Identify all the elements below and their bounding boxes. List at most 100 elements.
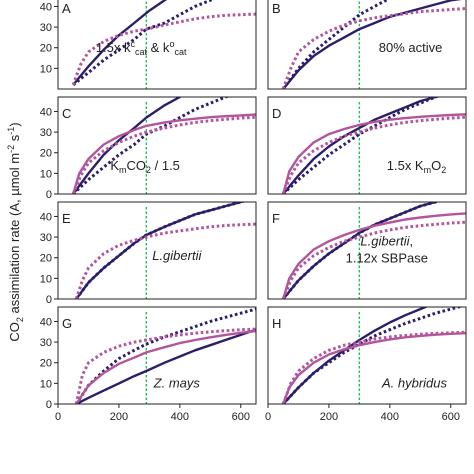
panel-annotation: A. hybridus [381,376,448,391]
pink-dotted-series [71,115,256,194]
annotation-run: 80% active [379,40,443,55]
plot-frame [267,201,467,300]
y-tick-label: 20 [40,358,52,370]
navy-solid-series [282,0,462,89]
panel-label: E [62,211,71,226]
y-tick-label: 20 [40,148,52,160]
navy-dotted-series [75,202,247,299]
annotation-run: 1.5x k [96,40,131,55]
panel-label: H [272,316,281,331]
x-tick-label: 400 [381,411,399,423]
plot-frame [57,201,257,300]
annotation-run: O [431,158,441,173]
plot-area [74,307,256,404]
annotation-run: CO [126,158,146,173]
plot-area [71,97,256,194]
panel-H: H 0 200 400 600 A. hybridus [265,306,467,423]
y-tick-label: 20 [40,43,52,55]
y-tick-label: 0 [46,399,52,411]
panel-annotation: 80% active [379,40,443,55]
y-tick-label: 30 [40,22,52,34]
y-label-part: CO [7,322,22,342]
annotation-run: & k [147,40,170,55]
panel-annotation: L.gibertii, [360,234,413,249]
pink-solid-series [282,113,466,194]
annotation-run: cat [174,47,187,57]
annotation-run: 2 [146,165,151,175]
y-tick-label: 10 [40,378,52,390]
annotation-run: A. hybridus [381,376,448,391]
annotation-run: L.gibertii [152,248,202,263]
y-tick-label: 0 [46,189,52,201]
pink-solid-series [282,212,466,299]
panel-label: G [62,316,72,331]
annotation-run: 1.5x K [387,158,424,173]
navy-dotted-series [281,0,390,89]
panel-E: E 0 10 20 30 40 L.gibertii [40,201,257,306]
y-tick-label: 10 [40,168,52,180]
y-label-part: assimilation rate (A, µmol m [7,153,22,317]
annotation-run: 2 [441,165,446,175]
plot-area [281,307,466,404]
panel-C: C 0 10 20 30 40 KmCO2 / 1.5 [40,96,257,201]
navy-solid-series [72,97,183,194]
panel-label: F [272,211,280,226]
navy-dotted-series [72,0,216,87]
x-tick-label: 0 [265,411,271,423]
navy-solid-series [282,97,439,194]
pink-dotted-series [281,115,466,194]
plot-frame [267,0,467,90]
navy-dotted-series [75,307,256,404]
pink-dotted-series [74,327,256,404]
pink-dotted-series [281,7,466,89]
y-label-part: s [7,134,22,145]
plot-area [74,202,256,299]
x-tick-label: 0 [55,411,61,423]
x-tick-label: 600 [232,411,250,423]
panel-annotation: L.gibertii [152,248,202,263]
x-tick-label: 200 [320,411,338,423]
y-tick-label: 30 [40,337,52,349]
annotation-run: K [110,158,119,173]
navy-dotted-series [282,307,465,404]
y-tick-label: 30 [40,127,52,139]
plot-frame [267,306,467,405]
y-label-sub: 2 [15,317,25,322]
y-label-sup: -2 [6,145,16,153]
panel-annotation: 1.5x kccat & kocat [96,39,187,57]
y-tick-label: 40 [40,316,52,328]
annotation-run: m [119,165,127,175]
panel-label: D [272,106,281,121]
plot-frame [267,96,467,195]
y-tick-label: 10 [40,63,52,75]
annotation-run: o [169,39,174,49]
x-tick-label: 600 [442,411,460,423]
x-tick-label: 200 [110,411,128,423]
y-axis-label: CO2 assimilation rate (A, µmol m-2 s-1) [6,122,25,341]
pink-solid-series [282,332,466,404]
annotation-run: c [131,39,136,49]
x-tick-label: 400 [171,411,189,423]
plot-frame [57,96,257,195]
pink-dotted-series [281,220,466,299]
y-tick-label: 20 [40,253,52,265]
y-tick-label: 40 [40,1,52,13]
panel-label: B [272,1,281,16]
plot-area [281,97,466,194]
plot-frame [57,0,257,90]
y-tick-label: 0 [46,294,52,306]
plot-area [281,202,466,299]
annotation-run: , [410,234,414,249]
panel-label: A [62,1,71,16]
panel-annotation: Z. mays [153,376,201,391]
annotation-run: cat [135,47,148,57]
pink-dotted-series [281,330,466,404]
plot-area [281,0,466,89]
pink-solid-series [72,113,256,194]
annotation-run: 1.12x SBPase [346,251,428,266]
panel-label: C [62,106,71,121]
plot-frame [57,306,257,405]
